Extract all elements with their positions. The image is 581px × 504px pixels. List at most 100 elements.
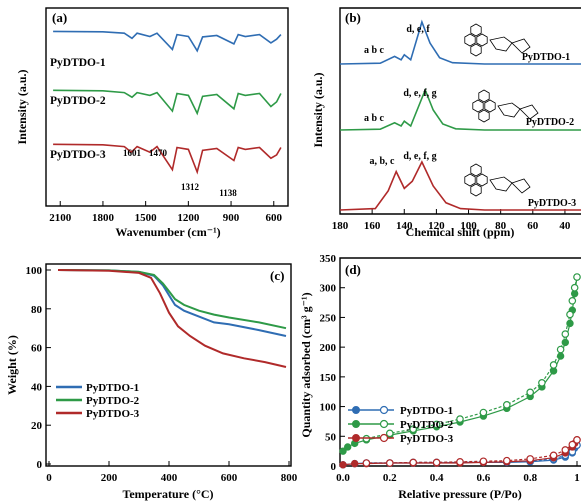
panel-d-desorption-point: [526, 388, 535, 397]
panel-d-label: (d): [345, 262, 361, 277]
panel-a-series-line: [53, 143, 282, 175]
panel-a-series-line: [53, 89, 282, 116]
panel-c-tga: 0 200 400 600 800020406080100PyDTDO-1PyDTDO-…: [5, 263, 298, 501]
panel-d-desorption-point: [456, 458, 464, 466]
panel-d-legend-filled-marker: [352, 406, 360, 414]
panel-d-desorption-point: [409, 425, 418, 433]
panel-b-series-line: [339, 19, 581, 65]
molecule-ring: [497, 102, 521, 118]
panel-b-x-tick-label: 180: [332, 220, 349, 232]
panel-c-x-tick-label: 200: [101, 472, 118, 484]
panel-d-desorption-line: [366, 276, 578, 440]
panel-b-structure-2: [472, 89, 539, 123]
panel-d-desorption-point: [502, 456, 511, 465]
panel-a-x-tick-label: 1800: [92, 212, 115, 224]
panel-a-x-tick-label: 1200: [177, 212, 200, 224]
panel-a-annotation: 1470: [149, 148, 168, 158]
panel-d-desorption-point: [573, 273, 581, 281]
panel-c-y-tick-label: 20: [31, 420, 43, 432]
panel-d-x-axis-label: Relative pressure (P/Po): [398, 487, 522, 501]
panel-b-x-tick-label: 40: [559, 220, 571, 232]
panel-a-series-name: PyDTDO-2: [50, 95, 106, 107]
panel-d-y-tick-label: 250: [320, 312, 337, 324]
molecule-ring: [470, 163, 482, 177]
panel-b-peak-label: d, e, f, g: [403, 151, 436, 162]
panel-b-peak-label: a b c: [364, 45, 385, 56]
panel-d-x-tick-label: 1: [574, 472, 580, 484]
panel-b-series-name: PyDTDO-2: [526, 117, 574, 128]
panel-b-x-tick-label: 60: [527, 220, 539, 232]
panel-a-series-name: PyDTDO-3: [50, 149, 106, 161]
panel-d-desorption-point: [432, 420, 441, 429]
panel-d-desorption-point: [456, 415, 464, 423]
molecule-ring: [478, 109, 490, 123]
panel-d-desorption-point: [526, 455, 535, 463]
panel-d-adsorption-point: [561, 338, 569, 347]
panel-a-frame: [45, 7, 289, 207]
molecule-ring: [489, 176, 513, 192]
panel-d-desorption-point: [573, 436, 581, 444]
panel-d-desorption-point: [561, 330, 570, 338]
panel-c-series-line: [57, 269, 287, 368]
panel-c-y-tick-label: 0: [37, 459, 43, 471]
panel-c-y-tick-label: 60: [31, 343, 43, 355]
panel-d-y-tick-label: 200: [320, 342, 337, 354]
panel-d-y-tick-label: 50: [325, 431, 337, 443]
molecule-ring: [470, 43, 482, 57]
panel-c-x-tick-label: 800: [281, 472, 298, 484]
molecule-ring: [511, 178, 531, 194]
panel-d-desorption-line: [366, 439, 578, 464]
panel-d-legend-open-marker: [379, 433, 389, 443]
panel-c-label: (c): [270, 268, 284, 283]
panel-c-y-tick-label: 80: [31, 304, 43, 316]
molecule-ring: [472, 99, 484, 113]
molecule-ring: [470, 23, 482, 37]
panel-b-x-tick-label: 100: [460, 220, 477, 232]
molecule-ring: [511, 38, 531, 54]
panel-b-structure-3: [464, 163, 531, 197]
panel-c-y-tick-label: 40: [31, 381, 43, 393]
panel-b-x-tick-label: 160: [364, 220, 381, 232]
panel-d-legend-label: PyDTDO-2: [400, 419, 454, 431]
panel-a-annotation: 1312: [181, 182, 200, 192]
panel-b-frame: [339, 7, 581, 215]
panel-c-legend-label: PyDTDO-1: [86, 382, 139, 394]
panel-a-x-tick-label: 1500: [135, 212, 158, 224]
molecule-ring: [476, 33, 488, 47]
panel-b-series-line: [339, 160, 581, 211]
panel-d-desorption-point: [570, 283, 579, 292]
panel-a-annotation: 1601: [123, 148, 142, 158]
panel-b-x-tick-label: 140: [396, 220, 413, 232]
panel-b-nmr: 180 160 140 120 100 80 60 40 PyDTDO-1 PyDTDO-2 PyD…: [311, 7, 581, 239]
panel-d-legend-filled-marker: [352, 420, 360, 428]
panel-d-adsorption-point: [339, 447, 347, 455]
panel-d-x-tick-label: 0.4: [430, 472, 444, 484]
panel-d-desorption-point: [549, 451, 558, 460]
panel-b-peak-label: d, e, f, g: [403, 88, 436, 99]
panel-b-series-name: PyDTDO-1: [522, 52, 570, 63]
panel-b-peak-label: d, e, f: [406, 24, 430, 35]
panel-d-y-tick-label: 150: [320, 372, 337, 384]
molecule-ring: [476, 173, 488, 187]
panel-a-series-name: PyDTDO-1: [50, 57, 106, 69]
panel-d-isotherm: 0.0 0.2 0.4 0.6 0.8 1 0 50 100 150 200 250 300 350 PyD…: [299, 253, 581, 501]
panel-d-legend-label: PyDTDO-1: [400, 405, 453, 417]
panel-a-x-tick-label: 2100: [49, 212, 72, 224]
panel-b-label: (b): [345, 10, 361, 25]
molecule-ring: [484, 99, 496, 113]
panel-d-desorption-point: [561, 446, 570, 454]
molecule-ring: [519, 104, 539, 120]
molecule-ring: [470, 183, 482, 197]
panel-d-y-tick-label: 300: [320, 283, 337, 295]
panel-d-x-tick-label: 0.6: [477, 472, 491, 484]
panel-c-legend-label: PyDTDO-2: [86, 395, 140, 407]
panel-a-x-axis-label: Wavenumber (cm⁻¹): [115, 225, 220, 239]
panel-b-x-tick-label: 120: [428, 220, 445, 232]
panel-d-legend-open-marker: [379, 405, 389, 415]
molecule-ring: [464, 173, 476, 187]
panel-d-x-tick-label: 0.8: [523, 472, 537, 484]
panel-a-y-axis-label: Intensity (a.u.): [15, 69, 29, 144]
panel-d-desorption-point: [409, 458, 418, 467]
panel-a-ftir: 2100 1800 1500 1200 900 600 PyDTDO-1 PyDTDO-2 Py…: [15, 7, 289, 239]
